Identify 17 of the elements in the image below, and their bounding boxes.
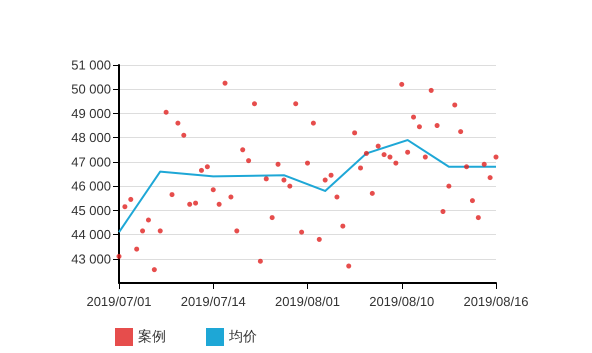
y-tick-label: 44 000 — [71, 227, 111, 242]
legend-label: 均价 — [228, 329, 257, 345]
x-tick-label: 2019/08/10 — [369, 294, 434, 309]
line-series — [118, 139, 497, 234]
x-tick-label: 2019/07/01 — [86, 294, 152, 309]
y-tick-label: 51 000 — [71, 58, 111, 72]
x-tick-label: 2019/07/14 — [180, 294, 246, 309]
x-tick-label: 2019/08/16 — [463, 294, 529, 309]
x-tick-label: 2019/08/01 — [274, 294, 340, 309]
y-tick-label: 50 000 — [71, 82, 111, 97]
y-tick-label: 47 000 — [71, 154, 111, 170]
y-tick-label: 49 000 — [71, 106, 111, 121]
y-tick-label: 46 000 — [71, 178, 111, 194]
y-tick-label: 43 000 — [71, 251, 111, 266]
y-tick-label: 45 000 — [71, 202, 111, 218]
legend-label: 案例 — [138, 328, 166, 345]
y-tick-label: 48 000 — [71, 130, 111, 146]
